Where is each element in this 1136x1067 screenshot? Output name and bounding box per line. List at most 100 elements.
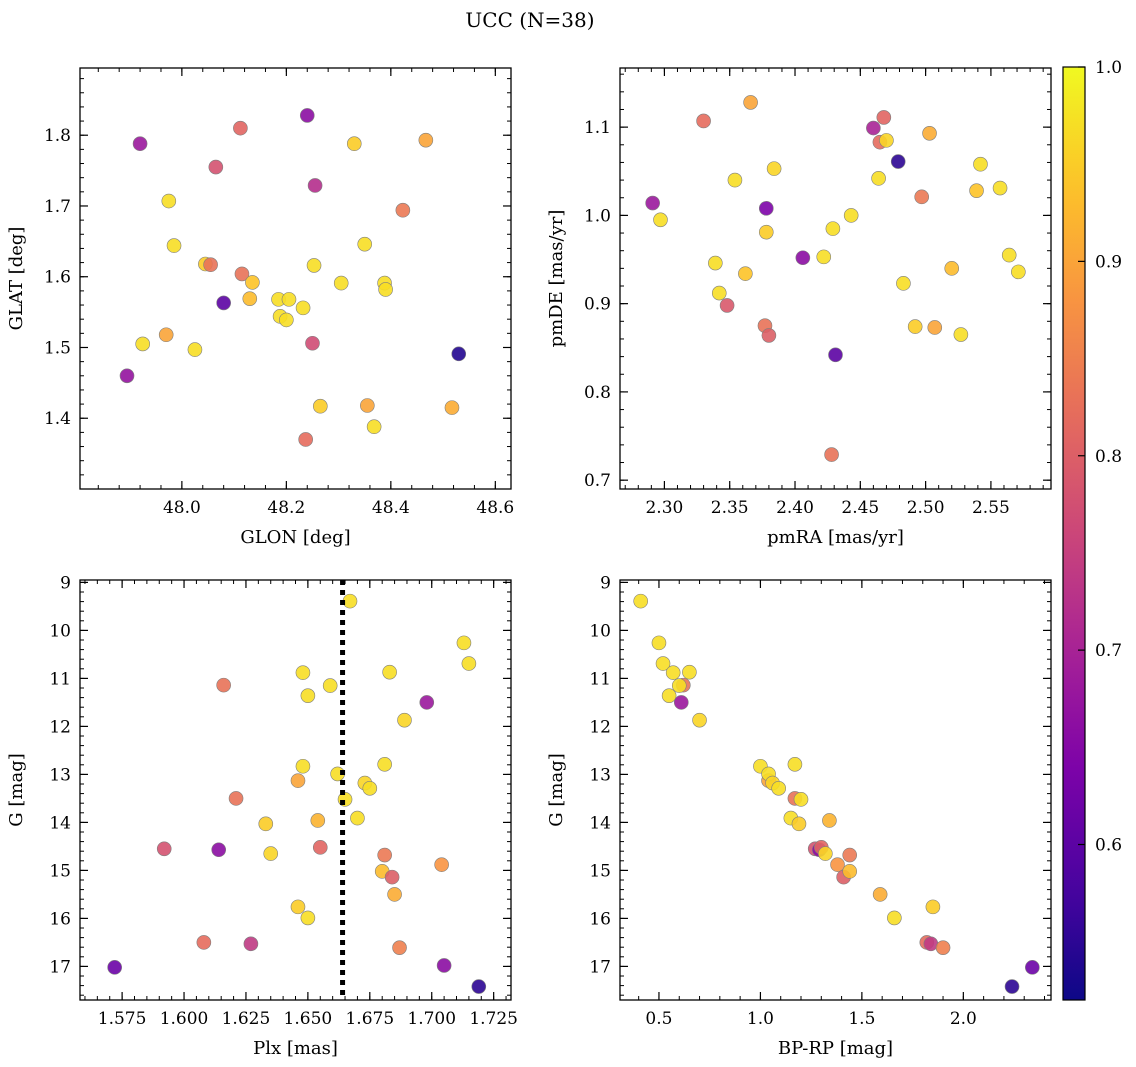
data-points — [645, 95, 1026, 462]
data-point — [313, 398, 328, 414]
panel-1: 48.0 48.2 48.4 48.6 1.4 1.5 1.6 1.7 1.8 GLON [deg… — [6, 67, 514, 548]
y-tick-label: 0.7 — [584, 471, 611, 491]
data-point — [828, 347, 843, 363]
data-point — [307, 178, 323, 193]
data-point — [158, 327, 174, 343]
data-point — [461, 656, 477, 671]
axes-frame — [619, 67, 1052, 490]
data-point — [927, 320, 943, 335]
data-point — [719, 298, 735, 313]
data-point — [295, 300, 311, 316]
data-point — [879, 133, 894, 148]
y-tick-label: 12 — [49, 717, 71, 737]
data-point — [907, 319, 923, 334]
data-point — [295, 665, 311, 680]
data-point — [387, 887, 402, 902]
data-points — [633, 593, 1040, 994]
data-point — [377, 847, 392, 863]
data-point — [350, 810, 365, 826]
data-point — [357, 236, 373, 252]
x-tick-label: 2.40 — [776, 498, 814, 518]
data-point — [392, 940, 407, 955]
data-point — [135, 336, 150, 352]
x-axis-label: pmRA [mas/yr] — [767, 527, 904, 548]
data-point — [346, 136, 362, 152]
axes-frame — [79, 579, 512, 1001]
y-tick-label: 17 — [589, 957, 611, 977]
data-point — [166, 238, 182, 253]
data-point — [822, 813, 837, 828]
data-point — [923, 936, 939, 952]
data-point — [451, 346, 467, 362]
x-tick-label: 2.0 — [950, 1009, 977, 1029]
data-point — [1025, 960, 1040, 975]
data-point — [305, 335, 320, 351]
data-point — [992, 180, 1008, 196]
data-point — [1001, 247, 1017, 263]
data-point — [245, 275, 260, 290]
data-point — [708, 255, 723, 271]
data-point — [397, 712, 412, 728]
data-point — [377, 757, 392, 772]
x-tick-label: 1.650 — [284, 1009, 333, 1029]
data-point — [216, 677, 231, 693]
x-tick-label: 2.30 — [645, 498, 683, 518]
data-point — [290, 899, 306, 915]
data-point — [696, 113, 711, 129]
data-point — [216, 295, 231, 311]
data-point — [969, 183, 984, 198]
y-tick-label: 9 — [600, 573, 611, 593]
data-point — [925, 899, 941, 915]
data-point — [360, 398, 375, 413]
x-axis-label: Plx [mas] — [253, 1038, 338, 1059]
data-point — [434, 857, 449, 872]
data-point — [795, 250, 811, 266]
y-tick-label: 13 — [49, 765, 71, 785]
y-tick-label: 14 — [49, 813, 71, 833]
y-tick-label: 1.4 — [44, 409, 71, 429]
x-axis-label: BP-RP [mag] — [778, 1038, 893, 1059]
data-point — [761, 328, 777, 343]
data-point — [743, 95, 758, 110]
data-point — [771, 781, 786, 796]
colorbar: 0.6 0.7 0.8 0.9 1.0 — [1062, 58, 1122, 1001]
data-point — [843, 208, 859, 223]
data-point — [444, 400, 460, 415]
data-point — [825, 221, 841, 236]
x-tick-label: 0.5 — [645, 1009, 672, 1029]
y-tick-label: 1.7 — [44, 197, 71, 217]
y-tick-label: 16 — [589, 909, 611, 929]
data-point — [211, 842, 227, 858]
data-point — [384, 869, 400, 885]
data-points — [119, 108, 467, 447]
data-point — [243, 936, 259, 952]
data-point — [787, 757, 803, 772]
data-point — [711, 285, 727, 301]
data-point — [1004, 979, 1020, 994]
data-point — [887, 910, 902, 926]
data-point — [973, 156, 988, 172]
axes-frame — [79, 67, 512, 490]
data-point — [132, 136, 148, 152]
data-point — [922, 126, 937, 141]
data-point — [299, 108, 315, 123]
data-point — [378, 282, 393, 297]
data-point — [824, 447, 839, 462]
data-point — [842, 847, 858, 863]
x-tick-label: 1.5 — [848, 1009, 875, 1029]
data-point — [871, 171, 886, 186]
data-point — [818, 846, 833, 861]
y-axis-label: G [mag] — [6, 753, 27, 826]
y-axis-label: GLAT [deg] — [6, 227, 27, 331]
data-point — [395, 202, 411, 218]
data-point — [300, 688, 316, 703]
data-point — [233, 120, 248, 136]
y-axis-label: pmDE [mas/yr] — [546, 210, 567, 348]
data-point — [263, 846, 279, 861]
y-tick-label: 1.1 — [584, 118, 611, 138]
data-point — [312, 840, 328, 855]
data-point — [382, 664, 397, 680]
data-point — [890, 154, 906, 169]
data-point — [914, 189, 930, 205]
data-point — [419, 695, 435, 710]
